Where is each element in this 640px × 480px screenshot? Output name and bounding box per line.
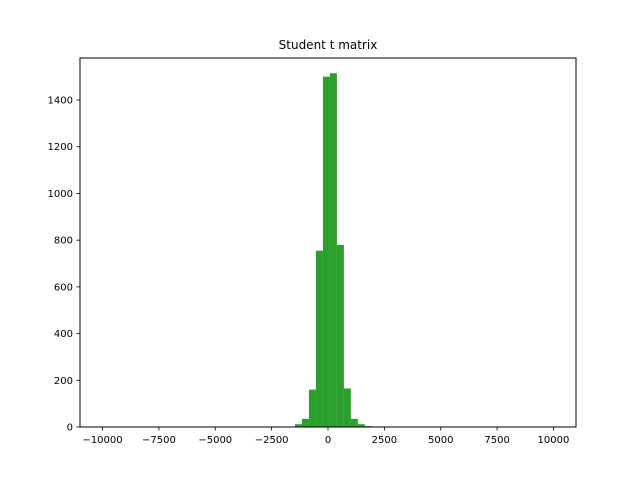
x-tick-label: 0 — [325, 435, 331, 446]
histogram-bar — [336, 244, 344, 427]
y-tick-label: 1200 — [48, 142, 73, 153]
y-tick-label: 0 — [67, 423, 73, 434]
x-tick-label: −10000 — [82, 435, 122, 446]
x-tick-label: 2500 — [372, 435, 397, 446]
histogram-bar — [301, 418, 309, 427]
x-tick-label: 5000 — [428, 435, 453, 446]
histogram-bar — [357, 424, 365, 427]
y-tick-label: 400 — [54, 329, 73, 340]
x-tick-label: 10000 — [538, 435, 570, 446]
y-tick-label: 200 — [54, 376, 73, 387]
x-tick-label: 7500 — [484, 435, 509, 446]
histogram-bar — [329, 73, 337, 427]
x-axis: −10000 −7500 −5000 −2500 0 2500 5000 7500 10000 — [82, 427, 569, 446]
bars-group — [280, 73, 379, 428]
y-tick-label: 800 — [54, 236, 73, 247]
x-tick-label: −2500 — [255, 435, 289, 446]
histogram-bar — [294, 424, 302, 427]
histogram-bar — [350, 418, 358, 427]
histogram-bar — [343, 388, 351, 427]
x-tick-label: −5000 — [198, 435, 232, 446]
histogram-bar — [315, 250, 323, 427]
histogram-bar — [322, 76, 330, 428]
y-axis: 0 200 400 600 800 1000 1200 1400 — [48, 96, 80, 434]
y-tick-label: 1000 — [48, 189, 73, 200]
histogram-bar — [308, 389, 316, 427]
chart-title: Student t matrix — [279, 38, 378, 52]
x-tick-label: −7500 — [142, 435, 176, 446]
y-tick-label: 1400 — [48, 96, 73, 107]
y-tick-label: 600 — [54, 282, 73, 293]
